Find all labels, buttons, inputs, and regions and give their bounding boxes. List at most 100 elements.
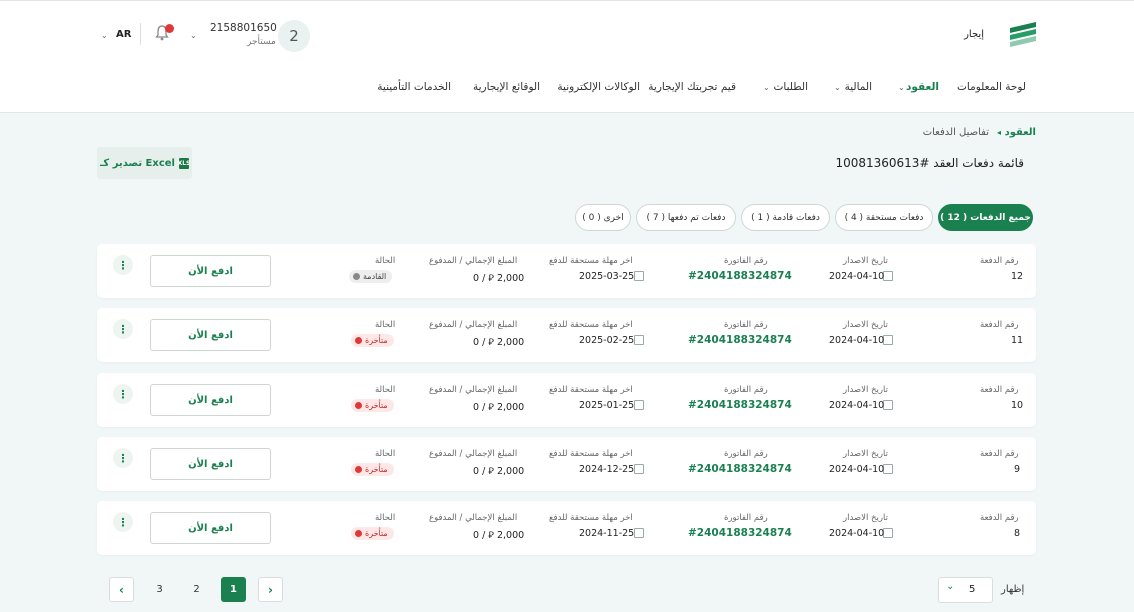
status-badge: متأخرة [351,463,394,476]
due-date-label: اخر مهلة مستحقة للدفع [549,513,633,523]
bell-icon[interactable] [155,25,169,41]
calendar-icon [883,464,893,474]
pay-now-button[interactable]: ادفع الأن [150,384,271,416]
per-page-select[interactable]: 5 ⌄ [938,577,993,603]
calendar-icon [883,271,893,281]
calendar-icon [883,400,893,410]
filter-all[interactable]: جميع الدفعات ( 12 ) [938,204,1033,231]
more-options-icon[interactable]: ⋮ [113,319,133,339]
pay-now-button[interactable]: ادفع الأن [150,512,271,544]
payment-no-label: رقم الدفعة [980,513,1019,523]
chevron-down-icon[interactable]: ⌄ [898,83,905,92]
excel-icon: XLS [177,157,191,169]
invoice-link[interactable]: #2404188324874 [688,270,792,282]
calendar-icon [634,271,644,281]
status-dot [355,466,362,473]
more-options-icon[interactable]: ⋮ [113,448,133,468]
status-label: الحالة [375,385,396,395]
ejar-logo[interactable] [1008,20,1040,48]
page-3-button[interactable]: 3 [156,584,163,595]
paid-amount: 0 / ⃁ 2,000 [473,530,525,541]
pay-now-button[interactable]: ادفع الأن [150,319,271,351]
chevron-down-icon: ⌄ [946,581,955,592]
top-header: إيجار AR ⌄ ⌄ 2158801650 مستأجر 2 لوحة ال… [0,0,1134,113]
pay-now-button[interactable]: ادفع الأن [150,448,271,480]
invoice-link[interactable]: #2404188324874 [688,334,792,346]
invoice-no-label: رقم الفاتورة [724,449,768,459]
breadcrumb-separator-icon: ◂ [996,128,1001,137]
amount-label: المبلغ الإجمالي / المدفوع [429,256,518,266]
nav-rental-events[interactable]: الوقائع الإيجارية [472,81,540,93]
more-options-icon[interactable]: ⋮ [113,384,133,404]
issue-date-label: تاريخ الاصدار [843,449,888,459]
paid-amount: 0 / ⃁ 2,000 [473,402,525,413]
user-id: 2158801650 [210,22,277,34]
page-title: قائمة دفعات العقد #10081360613 [835,156,1024,170]
more-options-icon[interactable]: ⋮ [113,512,133,532]
status-label: الحالة [375,449,396,459]
filter-other[interactable]: اخرى ( 0 ) [575,204,631,231]
status-dot [353,273,360,280]
payment-no-label: رقم الدفعة [980,449,1019,459]
status-badge: القادمة [349,270,393,283]
issue-date: 2024-04-10 [829,464,885,475]
export-excel-button[interactable]: تصدير كـ Excel XLS [97,147,192,179]
payment-no-label: رقم الدفعة [980,320,1019,330]
per-page-label: إظهار [1001,584,1025,595]
avatar[interactable]: 2 [278,20,310,52]
due-date: 2024-11-25 [579,528,635,539]
issue-date-label: تاريخ الاصدار [843,320,888,330]
amount-label: المبلغ الإجمالي / المدفوع [429,385,518,395]
status-badge: متأخرة [351,527,394,540]
payment-no: 8 [1014,528,1021,539]
page-1-button[interactable]: 1 [221,577,246,602]
language-switch[interactable]: AR [116,29,132,40]
chevron-down-icon[interactable]: ⌄ [763,83,770,92]
payment-card: رقم الدفعة 10 تاريخ الاصدار 2024-04-10 ر… [97,373,1036,427]
filter-paid[interactable]: دفعات تم دفعها ( 7 ) [636,204,736,231]
nav-dashboard[interactable]: لوحة المعلومات [957,81,1026,93]
breadcrumb-contracts[interactable]: العقود [1004,127,1036,138]
payment-no: 9 [1014,464,1021,475]
chevron-down-icon[interactable]: ⌄ [834,83,841,92]
nav-requests[interactable]: الطلبات [773,81,808,93]
due-date-label: اخر مهلة مستحقة للدفع [549,320,633,330]
nav-insurance[interactable]: الخدمات التأمينية [377,81,451,93]
payment-no-label: رقم الدفعة [980,385,1019,395]
invoice-link[interactable]: #2404188324874 [688,527,792,539]
due-date-label: اخر مهلة مستحقة للدفع [549,449,633,459]
nav-contracts[interactable]: العقود [906,81,939,93]
per-page-value: 5 [969,584,976,595]
chevron-down-icon[interactable]: ⌄ [101,31,108,40]
due-date-label: اخر مهلة مستحقة للدفع [549,256,633,266]
issue-date-label: تاريخ الاصدار [843,513,888,523]
invoice-link[interactable]: #2404188324874 [688,463,792,475]
pagination-prev-button[interactable]: › [258,577,283,602]
paid-amount: 0 / ⃁ 2,000 [473,273,525,284]
nav-finance[interactable]: المالية [844,81,872,93]
more-options-icon[interactable]: ⋮ [113,255,133,275]
invoice-link[interactable]: #2404188324874 [688,399,792,411]
status-dot [355,530,362,537]
notification-dot [165,24,174,33]
due-date-label: اخر مهلة مستحقة للدفع [549,385,633,395]
issue-date: 2024-04-10 [829,528,885,539]
payment-no-label: رقم الدفعة [980,256,1019,266]
page-2-button[interactable]: 2 [193,584,200,595]
payment-card: رقم الدفعة 12 تاريخ الاصدار 2024-04-10 ر… [97,244,1036,298]
calendar-icon [883,528,893,538]
nav-e-agencies[interactable]: الوكالات الإلكترونية [557,81,640,93]
calendar-icon [634,528,644,538]
invoice-no-label: رقم الفاتورة [724,385,768,395]
status-label: الحالة [375,256,396,266]
user-role: مستأجر [247,37,276,47]
divider [140,23,141,45]
pagination-next-button[interactable]: ‹ [109,577,134,602]
user-menu-chevron-icon[interactable]: ⌄ [190,31,197,40]
calendar-icon [634,400,644,410]
nav-rate-experience[interactable]: قيم تجربتك الإيجارية [648,81,736,93]
issue-date: 2024-04-10 [829,400,885,411]
filter-due[interactable]: دفعات مستحقة ( 4 ) [835,204,933,231]
filter-upcoming[interactable]: دفعات قادمة ( 1 ) [741,204,830,231]
pay-now-button[interactable]: ادفع الأن [150,255,271,287]
